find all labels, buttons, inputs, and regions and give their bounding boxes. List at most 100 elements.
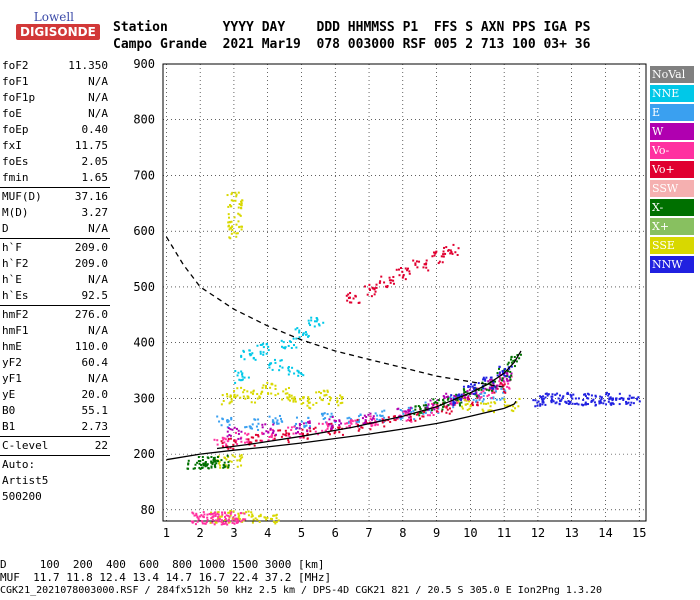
data-point [274,433,277,436]
data-point [197,456,200,459]
data-point [312,427,315,430]
data-point [417,405,420,408]
data-point [268,415,271,418]
data-point [282,390,285,393]
data-point [222,523,225,526]
data-point [285,434,288,437]
legend: NoVal NNE E W Vo- Vo+ SSW X- X+ SSE NNW [650,66,694,275]
y-tick-label: 900 [133,57,155,71]
data-point [211,518,214,521]
data-point [259,352,262,355]
data-point [248,349,251,352]
data-point [409,406,412,409]
data-point [418,260,421,263]
data-point [509,358,512,361]
data-point [221,521,224,524]
data-point [498,380,501,383]
data-point [233,389,236,392]
param-name: hmE [2,340,22,353]
data-point [235,195,238,198]
data-point [410,411,413,414]
data-point [306,404,309,407]
data-point [392,282,395,285]
data-point [348,416,351,419]
data-point [485,402,488,405]
data-point [502,384,505,387]
data-point [220,403,223,406]
data-point [425,263,428,266]
data-point [251,513,254,516]
data-point [228,228,231,231]
data-point [315,320,318,323]
data-point [249,427,252,430]
data-point [496,384,499,387]
legend-entry: NNW [650,256,694,273]
data-point [233,455,236,458]
data-point [600,396,603,399]
data-point [436,404,439,407]
data-point [299,397,302,400]
data-point [261,433,264,436]
data-point [238,517,241,520]
data-point [322,418,325,421]
data-point [222,445,225,448]
param-name: MUF(D) [2,190,42,203]
data-point [443,401,446,404]
data-point [456,253,459,256]
data-point [302,422,305,425]
data-point [462,395,465,398]
data-point [295,422,298,425]
data-point [284,388,287,391]
data-point [516,354,519,357]
data-point [501,384,504,387]
data-point [238,203,241,206]
data-point [237,432,240,435]
data-point [230,398,233,401]
data-point [308,406,311,409]
data-point [243,376,246,379]
data-point [433,408,436,411]
data-point [237,437,240,440]
data-point [484,379,487,382]
data-point [328,423,331,426]
param-value: 1.65 [81,171,109,184]
data-point [239,203,242,206]
data-point [450,410,453,413]
data-point [515,401,518,404]
param-row: foF1 N/A [0,74,110,90]
data-point [210,460,213,463]
data-point [347,421,350,424]
data-point [484,387,487,390]
data-point [266,516,269,519]
data-point [267,349,270,352]
data-point [340,396,343,399]
data-point [477,394,480,397]
data-point [374,412,377,415]
data-point [272,430,275,433]
data-point [389,420,392,423]
data-point [289,340,292,343]
data-point [478,398,481,401]
data-point [273,437,276,440]
data-point [357,429,360,432]
data-point [423,411,426,414]
data-point [470,392,473,395]
data-point [503,390,506,393]
data-point [239,379,242,382]
data-point [336,401,339,404]
data-point [240,440,243,443]
data-point [204,461,207,464]
data-point [458,395,461,398]
data-point [224,438,227,441]
data-point [416,266,419,269]
data-point [219,466,222,469]
data-point [240,202,243,205]
data-point [242,395,245,398]
data-point [493,391,496,394]
data-point [227,224,230,227]
data-point [446,398,449,401]
data-point [508,379,511,382]
data-point [434,401,437,404]
data-point [233,439,236,442]
data-point [210,456,213,459]
